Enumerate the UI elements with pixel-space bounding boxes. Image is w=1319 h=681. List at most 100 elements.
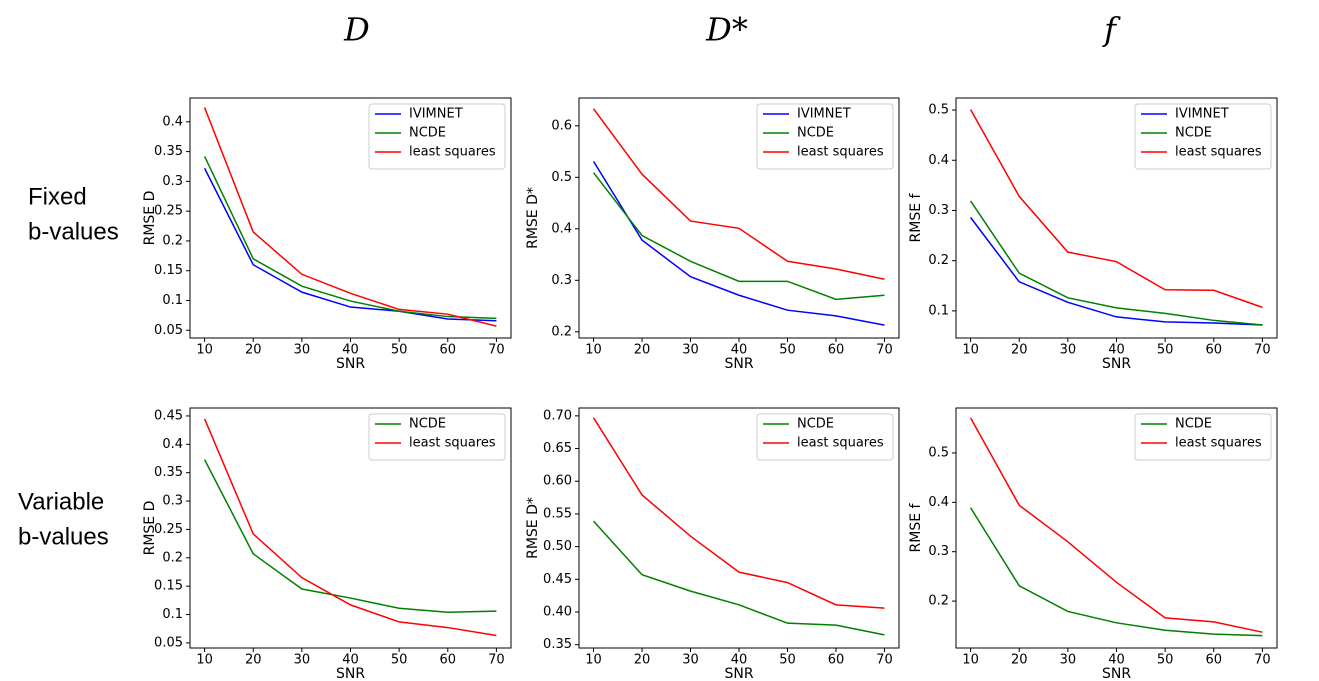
x-axis-label: SNR bbox=[724, 666, 753, 681]
series-line bbox=[969, 417, 1263, 633]
series-line bbox=[592, 417, 885, 609]
y-tick-label: 0.35 bbox=[543, 637, 572, 652]
plot-frame bbox=[955, 407, 1278, 649]
x-tick-label: 40 bbox=[1108, 653, 1125, 668]
x-tick-label: 30 bbox=[294, 343, 311, 358]
y-tick-label: 0.25 bbox=[154, 204, 183, 219]
x-tick-label: 40 bbox=[1108, 343, 1125, 358]
series-line bbox=[203, 156, 497, 320]
row-label: b-values bbox=[28, 218, 119, 245]
x-tick-label: 20 bbox=[245, 653, 262, 668]
legend-label: least squares bbox=[797, 436, 884, 451]
y-tick-label: 0.05 bbox=[154, 635, 183, 650]
y-tick-label: 0.2 bbox=[162, 233, 183, 248]
legend-label: least squares bbox=[409, 436, 496, 451]
x-tick-label: 20 bbox=[245, 343, 262, 358]
y-tick-label: 0.2 bbox=[928, 594, 949, 609]
column-title: D* bbox=[705, 11, 748, 49]
y-tick-label: 0.3 bbox=[928, 203, 949, 218]
y-tick-label: 0.15 bbox=[154, 263, 183, 278]
y-tick-label: 0.15 bbox=[154, 579, 183, 594]
y-tick-label: 0.6 bbox=[551, 118, 572, 133]
y-axis-label: RMSE D* bbox=[525, 497, 541, 559]
y-tick-label: 0.1 bbox=[162, 607, 183, 622]
x-tick-label: 70 bbox=[876, 653, 893, 668]
x-tick-label: 10 bbox=[585, 653, 602, 668]
x-tick-label: 30 bbox=[682, 653, 699, 668]
series-line bbox=[592, 160, 885, 326]
legend-box bbox=[1134, 103, 1272, 170]
y-axis-label: RMSE f bbox=[908, 192, 924, 242]
x-tick-label: 70 bbox=[488, 653, 505, 668]
plot-frame bbox=[578, 97, 900, 339]
legend-label: IVIMNET bbox=[1175, 107, 1229, 122]
y-tick-label: 0.55 bbox=[543, 506, 572, 521]
x-axis-label: SNR bbox=[724, 356, 753, 372]
series-line bbox=[203, 418, 497, 637]
series-line bbox=[592, 172, 885, 301]
series-line bbox=[592, 108, 885, 281]
y-tick-label: 0.5 bbox=[928, 103, 949, 118]
x-tick-label: 60 bbox=[439, 653, 456, 668]
x-tick-label: 60 bbox=[828, 343, 845, 358]
y-tick-label: 0.2 bbox=[162, 550, 183, 565]
y-tick-label: 0.35 bbox=[154, 144, 183, 159]
legend-box bbox=[368, 413, 506, 461]
column-title: D bbox=[343, 11, 370, 49]
y-tick-label: 0.35 bbox=[154, 465, 183, 480]
y-tick-label: 0.25 bbox=[154, 522, 183, 537]
y-tick-label: 0.4 bbox=[928, 495, 949, 510]
legend-box bbox=[756, 103, 894, 170]
legend-label: IVIMNET bbox=[409, 107, 463, 122]
x-tick-label: 50 bbox=[391, 653, 408, 668]
x-axis-label: SNR bbox=[1102, 356, 1131, 372]
legend-label: NCDE bbox=[409, 126, 446, 141]
x-tick-label: 70 bbox=[1254, 653, 1271, 668]
legend-label: least squares bbox=[409, 145, 496, 160]
y-tick-label: 0.1 bbox=[162, 293, 183, 308]
x-tick-label: 40 bbox=[731, 653, 748, 668]
y-tick-label: 0.4 bbox=[162, 114, 183, 129]
y-tick-label: 0.3 bbox=[928, 544, 949, 559]
x-tick-label: 30 bbox=[1060, 653, 1077, 668]
series-line bbox=[969, 200, 1263, 326]
plot-frame bbox=[189, 97, 512, 339]
x-tick-label: 50 bbox=[779, 343, 796, 358]
y-tick-label: 0.45 bbox=[543, 572, 572, 587]
legend-box bbox=[368, 103, 506, 170]
legend-label: NCDE bbox=[1175, 417, 1212, 432]
plot-frame bbox=[189, 407, 512, 649]
y-tick-label: 0.3 bbox=[551, 273, 572, 288]
column-title: f bbox=[1102, 11, 1121, 49]
y-axis-label: RMSE D bbox=[142, 501, 158, 556]
x-tick-label: 30 bbox=[294, 653, 311, 668]
legend-box bbox=[756, 413, 894, 461]
y-tick-label: 0.70 bbox=[543, 408, 572, 423]
x-tick-label: 50 bbox=[1157, 653, 1174, 668]
x-tick-label: 30 bbox=[682, 343, 699, 358]
legend-label: least squares bbox=[797, 145, 884, 160]
x-tick-label: 10 bbox=[962, 343, 979, 358]
x-tick-label: 20 bbox=[1011, 343, 1028, 358]
y-tick-label: 0.40 bbox=[543, 605, 572, 620]
y-tick-label: 0.4 bbox=[551, 221, 572, 236]
legend-label: NCDE bbox=[409, 417, 446, 432]
y-tick-label: 0.5 bbox=[551, 170, 572, 185]
legend-label: NCDE bbox=[797, 417, 834, 432]
x-axis-label: SNR bbox=[1102, 666, 1131, 681]
series-line bbox=[203, 459, 497, 614]
plot-frame bbox=[578, 407, 900, 649]
x-tick-label: 60 bbox=[1205, 343, 1222, 358]
y-tick-label: 0.2 bbox=[928, 253, 949, 268]
y-tick-label: 0.4 bbox=[162, 437, 183, 452]
y-axis-label: RMSE D bbox=[142, 191, 158, 246]
x-tick-label: 50 bbox=[779, 653, 796, 668]
row-label: b-values bbox=[18, 523, 109, 550]
x-axis-label: SNR bbox=[336, 666, 365, 681]
row-label: Variable bbox=[18, 488, 104, 515]
y-tick-label: 0.3 bbox=[162, 174, 183, 189]
x-tick-label: 30 bbox=[1060, 343, 1077, 358]
x-tick-label: 60 bbox=[828, 653, 845, 668]
